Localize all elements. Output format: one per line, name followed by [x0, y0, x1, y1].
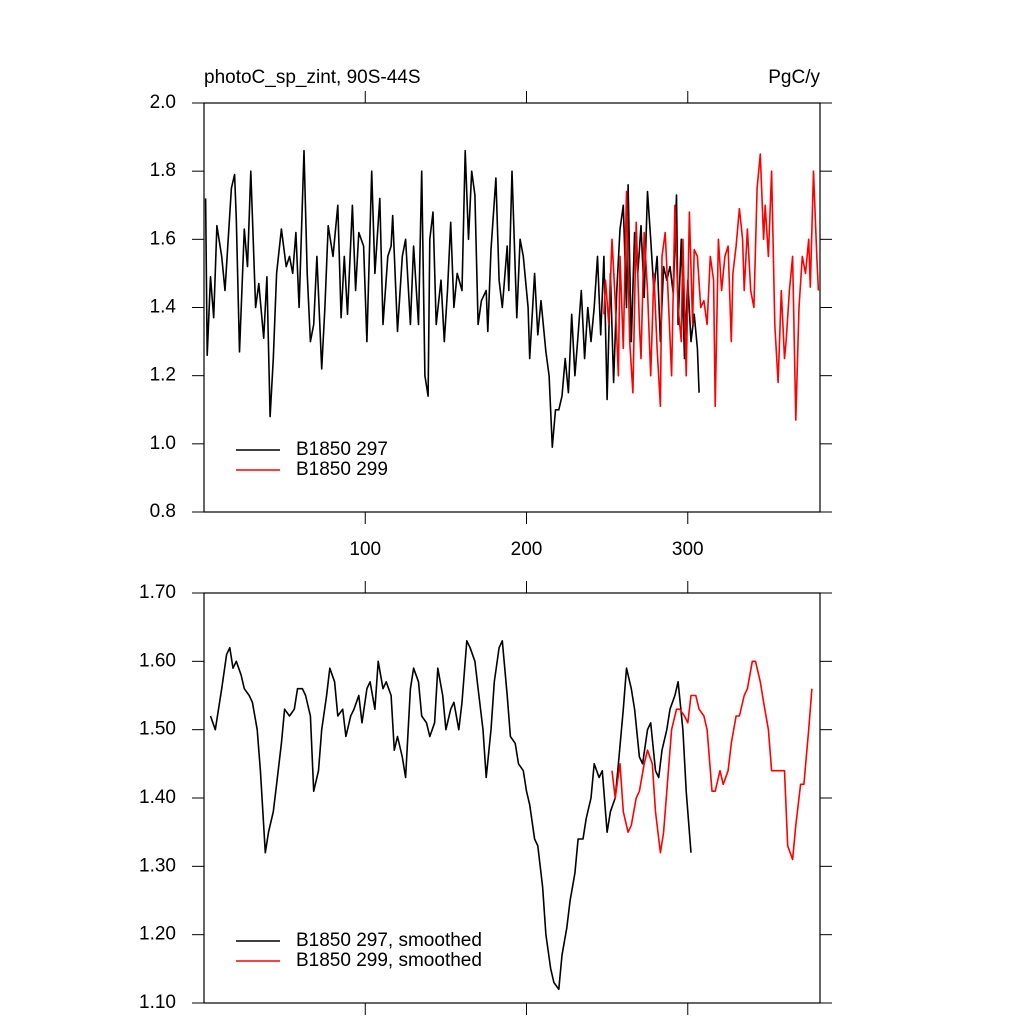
x-tick-label: 200	[511, 539, 543, 560]
y-tick-label: 1.60	[139, 650, 176, 671]
y-tick-label: 1.10	[139, 992, 176, 1013]
y-tick-label: 1.4	[150, 297, 177, 318]
units-label: PgC/y	[768, 67, 820, 88]
y-tick-label: 1.8	[150, 160, 176, 181]
y-tick-label: 1.70	[139, 582, 176, 603]
y-tick-label: 1.2	[150, 365, 176, 386]
legend-label: B1850 299	[296, 459, 388, 480]
y-tick-label: 2.0	[150, 92, 176, 113]
y-tick-label: 1.30	[139, 855, 176, 876]
y-tick-label: 1.0	[150, 433, 176, 454]
y-tick-label: 1.6	[150, 228, 176, 249]
series-line	[603, 153, 820, 421]
chart-title: photoC_sp_zint, 90S-44S	[204, 67, 421, 88]
y-tick-label: 1.50	[139, 719, 176, 740]
legend-label: B1850 297, smoothed	[296, 930, 482, 951]
series-line	[611, 660, 813, 861]
series-line	[209, 640, 692, 991]
x-tick-label: 100	[349, 539, 381, 560]
y-tick-label: 1.40	[139, 787, 176, 808]
y-tick-label: 0.8	[150, 501, 176, 522]
legend-label: B1850 299, smoothed	[296, 950, 482, 971]
x-tick-label: 300	[672, 539, 704, 560]
legend-label: B1850 297	[296, 439, 388, 460]
y-tick-label: 1.20	[139, 924, 176, 945]
series-line	[204, 149, 700, 448]
